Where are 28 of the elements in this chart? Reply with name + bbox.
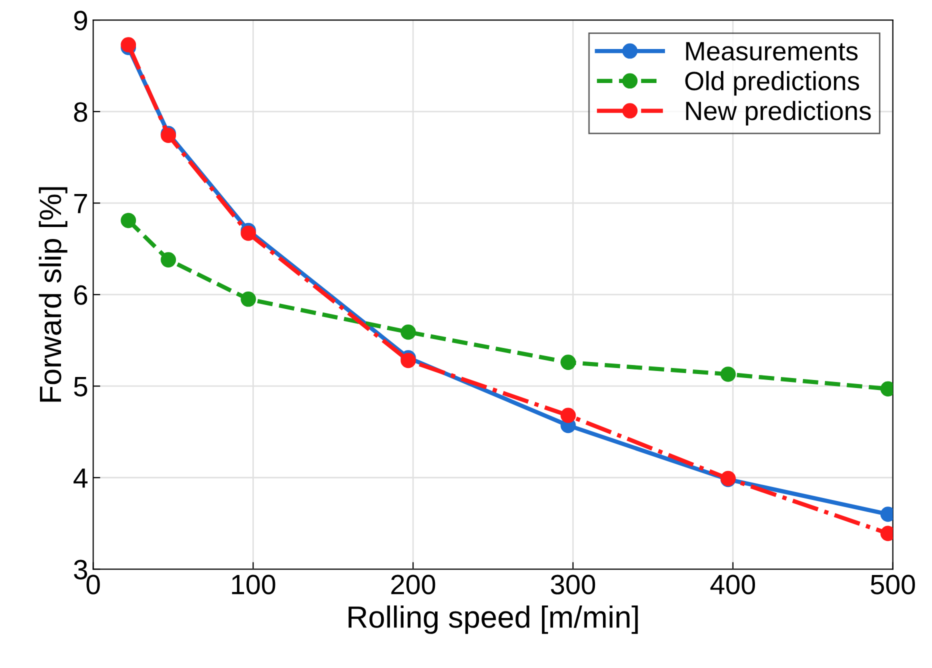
- y-tick-label: 3: [74, 560, 88, 580]
- legend-label: Measurements: [686, 42, 858, 61]
- point: [240, 226, 256, 241]
- point: [120, 37, 136, 52]
- x-tick-label: 300: [550, 574, 596, 594]
- legend-label: Old predictions: [685, 71, 860, 96]
- y-tick-label: 5: [74, 377, 88, 396]
- point: [120, 212, 136, 228]
- x-tick-label: 0: [86, 574, 100, 594]
- y-tick-label: 9: [74, 10, 88, 30]
- point: [720, 366, 736, 382]
- point: [560, 354, 576, 370]
- legend-label: New predictions: [686, 100, 871, 126]
- x-tick-label: 500: [870, 574, 915, 594]
- x-tick-label: 200: [391, 574, 436, 594]
- y-tick-label: 8: [74, 102, 88, 122]
- x-tick-label: 400: [710, 574, 756, 594]
- y-axis-title: Forward slip [%]: [38, 187, 68, 402]
- point: [560, 408, 576, 424]
- x-tick-label: 100: [232, 574, 276, 594]
- point: [400, 324, 416, 340]
- point: [160, 252, 176, 268]
- y-tick-label: 6: [74, 285, 88, 305]
- point: [240, 292, 256, 307]
- y-tick-label: 4: [74, 468, 88, 488]
- x-axis-title: Rolling speed [m/min]: [348, 605, 638, 634]
- y-tick-label: 7: [74, 194, 87, 214]
- point: [400, 352, 416, 368]
